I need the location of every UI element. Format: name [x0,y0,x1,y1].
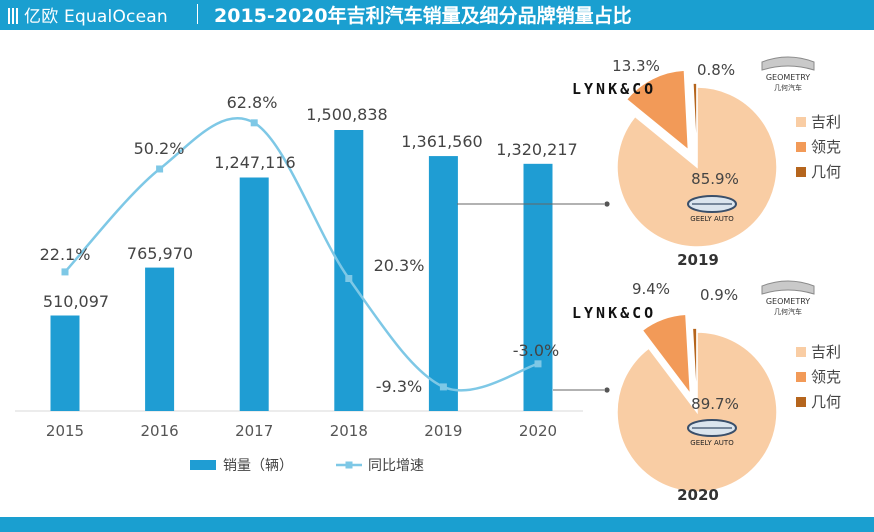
geometry-logo-text: GEOMETRY [766,73,810,82]
lynk-co-logo: LYNK&CO [572,304,656,322]
x-tick-label: 2016 [141,422,179,440]
growth-rate-label: -3.0% [513,341,559,360]
x-tick-label: 2019 [424,422,462,440]
pie-percent-label: 9.4% [632,280,670,298]
growth-rate-label: 50.2% [134,139,185,158]
pie-2019-slice-几何 [692,82,698,164]
pie-2020-slice-领克 [641,313,692,397]
pie-legend-swatch [796,142,806,152]
legend-bar-swatch [190,460,216,470]
bar-value-label: 1,361,560 [401,132,482,151]
growth-marker-2020 [534,360,542,368]
bar-2018 [334,130,364,411]
pie-legend-swatch [796,347,806,357]
geely-auto-logo-text: GEELY AUTO [690,439,734,447]
x-tick-label: 2015 [46,422,84,440]
bar-2015 [50,315,80,411]
bar-value-label: 765,970 [127,244,193,263]
geometry-logo-text-cn: 几何汽车 [774,83,802,92]
header-bar: 亿欧 EqualOcean 2015-2020年吉利汽车销量及细分品牌销量占比 [0,0,874,30]
bar-value-label: 1,320,217 [496,140,577,159]
pie-legend-label: 吉利 [811,343,841,361]
bar-2017 [239,177,269,411]
bar-value-label: 1,247,116 [214,153,295,172]
legend-bar-label: 销量（辆） [223,458,293,474]
pie-legend-swatch [796,167,806,177]
bar-value-label: 1,500,838 [306,105,387,124]
pie-percent-label: 13.3% [612,57,660,75]
pie-legend-label: 几何 [811,163,841,181]
growth-marker-2019 [439,383,447,391]
pie-legend-label: 领克 [811,368,841,386]
pie-year-title: 2020 [677,486,719,504]
x-tick-label: 2017 [235,422,273,440]
bar-value-label: 510,097 [43,292,109,311]
growth-rate-label: 62.8% [227,93,278,112]
pie-percent-label: 0.8% [697,61,735,79]
pie-percent-label: 85.9% [691,170,739,188]
growth-rate-label: -9.3% [376,377,422,396]
logo-text: 亿欧 EqualOcean [24,7,168,27]
growth-marker-2016 [156,165,164,173]
legend-line-marker [345,461,353,469]
pie-percent-label: 89.7% [691,395,739,413]
geely-auto-logo-text: GEELY AUTO [690,215,734,223]
geometry-logo-text: GEOMETRY [766,297,810,306]
pie-percent-label: 0.9% [700,286,738,304]
footer-bar [0,517,874,532]
growth-rate-label: 22.1% [40,245,91,264]
geometry-logo-icon [761,56,815,71]
bar-2016 [145,267,175,411]
bar-2020 [523,163,553,411]
pie-2020-slice-吉利 [616,331,778,493]
legend-line-label: 同比增速 [368,458,424,474]
label-background [372,256,426,275]
x-tick-label: 2018 [330,422,368,440]
pie-legend-label: 吉利 [811,113,841,131]
pie-2019-slice-吉利 [616,86,778,248]
geometry-logo-icon [761,280,815,295]
geometry-logo-text-cn: 几何汽车 [774,307,802,316]
growth-marker-2018 [345,275,353,282]
pie-legend-label: 领克 [811,138,841,156]
growth-marker-2015 [61,268,69,276]
pie-2019-slice-领克 [625,69,690,152]
pie-legend-label: 几何 [811,393,841,411]
label-background [372,377,426,396]
logo-bars-icon [8,8,18,24]
pie-legend-swatch [796,397,806,407]
lynk-co-logo: LYNK&CO [572,80,656,98]
growth-marker-2017 [250,119,258,127]
chart-title: 2015-2020年吉利汽车销量及细分品牌销量占比 [214,5,632,27]
pie-legend-swatch [796,117,806,127]
pie-year-title: 2019 [677,251,719,269]
connector-dot-2019 [604,201,610,207]
growth-rate-label: 20.3% [374,256,425,275]
header-separator [197,4,198,24]
pie-2020-slice-几何 [691,327,698,409]
pie-legend-swatch [796,372,806,382]
connector-dot-2020 [604,387,610,393]
bar-2019 [428,156,458,411]
equalocean-logo: 亿欧 EqualOcean [8,2,168,27]
x-tick-label: 2020 [519,422,557,440]
